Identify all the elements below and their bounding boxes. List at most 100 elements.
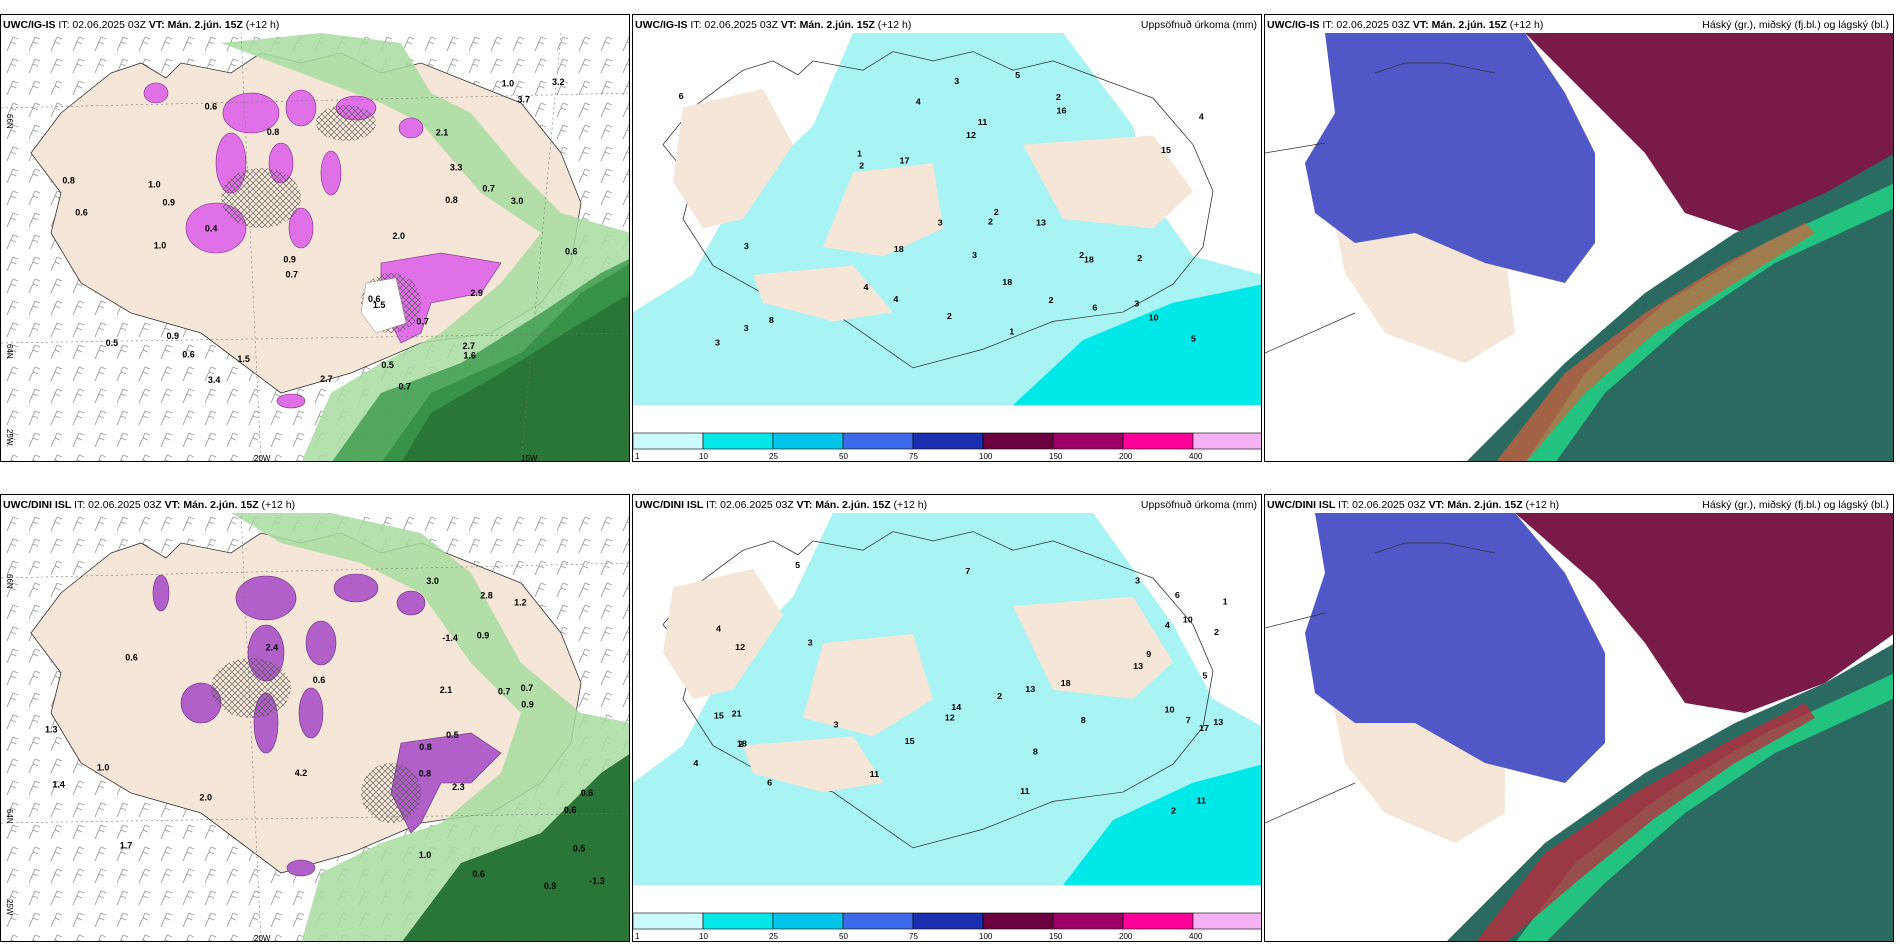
map-value-label: 0.6 xyxy=(75,208,88,218)
iceland-landmass xyxy=(662,531,1214,849)
ocean-white-blob xyxy=(360,277,407,334)
colorbar-swatch xyxy=(982,912,1054,930)
map-value-label: 3 xyxy=(834,720,839,730)
map-value-label: 11 xyxy=(978,117,988,127)
map-value-label: 3 xyxy=(1134,299,1139,309)
map-value-label: 1.0 xyxy=(148,180,161,190)
colorbar-swatch xyxy=(1192,912,1261,930)
map-value-label: 18 xyxy=(1084,255,1094,265)
map-value-label: 0.5 xyxy=(573,843,586,853)
high-cloud-dark xyxy=(1525,33,1893,233)
map-value-label: 2 xyxy=(1214,627,1219,637)
colorbar-swatch xyxy=(1192,432,1261,450)
colorbar-tick-label: 50 xyxy=(839,932,848,941)
map-value-label: 0.6 xyxy=(313,675,326,685)
low-cloud-blue xyxy=(1305,33,1595,283)
colorbar-tick-label: 100 xyxy=(979,932,993,941)
map-value-label: 17 xyxy=(899,156,909,166)
map-value-label: 1.6 xyxy=(463,351,476,361)
lat-label-64n: 64N xyxy=(5,344,14,359)
dry-land-patches xyxy=(673,88,1193,322)
panel-subtitle: Uppsöfnuð úrkoma (mm) xyxy=(1140,19,1257,31)
map-value-label: 0.9 xyxy=(477,631,490,641)
map-value-label: 21 xyxy=(732,709,742,719)
map-value-label: -1.3 xyxy=(589,876,605,886)
map-value-label: 4 xyxy=(1165,621,1170,631)
map-value-label: 0.6 xyxy=(125,653,138,663)
map-value-label: 1 xyxy=(1009,327,1014,337)
map-value-label: 0.6 xyxy=(564,805,577,815)
map-value-label: 2.0 xyxy=(200,793,213,803)
colorbar-swatch xyxy=(702,432,774,450)
map-value-label: 2 xyxy=(1137,253,1142,263)
colorbar-swatch xyxy=(842,912,914,930)
map-value-label: 12 xyxy=(945,713,955,723)
coast-lines xyxy=(1265,542,1496,824)
colorbar-swatch xyxy=(1052,432,1124,450)
lon-label-25w: 25W xyxy=(5,899,14,916)
dark-green-area xyxy=(402,754,629,941)
panel-title: UWC/DINI ISL IT: 02.06.2025 03Z VT: Mán.… xyxy=(1267,499,1560,511)
map-value-label: 0.7 xyxy=(286,269,299,279)
colorbar-tick-label: 150 xyxy=(1049,932,1063,941)
map-value-label: 0.5 xyxy=(381,360,394,370)
lat-label-66n: 66N xyxy=(5,114,14,129)
green-precip-area xyxy=(231,513,629,941)
map-value-label: 15 xyxy=(905,736,915,746)
map-value-label: 1 xyxy=(1223,597,1228,607)
map-value-label: 6 xyxy=(679,91,684,101)
map-value-label: 4 xyxy=(916,97,921,107)
map-value-label: 0.8 xyxy=(62,175,75,185)
map-value-label: 0.9 xyxy=(544,881,557,891)
map-value-label: 15 xyxy=(1161,145,1171,155)
map-value-label: 7 xyxy=(1186,715,1191,725)
map-value-label: 4 xyxy=(1199,112,1204,122)
map-value-label: 2 xyxy=(1056,93,1061,103)
low-cloud-blue xyxy=(1305,513,1605,783)
lat-label-64n: 64N xyxy=(5,809,14,824)
colorbar-tick-label: 200 xyxy=(1119,452,1133,461)
colorbar-swatch xyxy=(1052,912,1124,930)
map-value-label: 2.9 xyxy=(470,288,483,298)
map-value-label: 2 xyxy=(1079,250,1084,260)
map-value-label: 0.7 xyxy=(498,687,511,697)
map-value-label: 0.6 xyxy=(581,788,594,798)
map-value-label: 0.7 xyxy=(398,382,411,392)
map-value-label: 6 xyxy=(1175,590,1180,600)
map-value-label: 0.6 xyxy=(182,349,195,359)
map-value-label: 0.4 xyxy=(205,224,218,234)
colorbar-swatch xyxy=(982,432,1054,450)
map-value-label: 2.1 xyxy=(440,685,453,695)
map-precip-type: 66N 64N 20W 15W 25W 0.70.60.91.0 0.70.50.… xyxy=(1,33,629,462)
lon-label-15w: 15W xyxy=(521,454,538,462)
map-value-label: 0.7 xyxy=(482,184,495,194)
map-value-label: 7 xyxy=(965,566,970,576)
panel-title: UWC/IG-IS IT: 02.06.2025 03Z VT: Mán. 2.… xyxy=(1267,19,1544,31)
panel-dini-precip-accum: UWC/DINI ISL IT: 02.06.2025 03Z VT: Mán.… xyxy=(632,494,1262,942)
colorbar-tick-label: 400 xyxy=(1189,452,1203,461)
map-value-label: 2 xyxy=(994,207,999,217)
colorbar-tick-label: 25 xyxy=(769,452,778,461)
map-value-label: 2 xyxy=(1048,295,1053,305)
colorbar-swatch xyxy=(702,912,774,930)
map-value-label: 3.0 xyxy=(426,576,439,586)
map-value-label: 0.8 xyxy=(267,127,280,137)
map-value-label: 0.8 xyxy=(445,195,458,205)
red-edge xyxy=(1476,703,1815,941)
map-value-label: 5 xyxy=(1191,334,1196,344)
map-value-label: 0.7 xyxy=(521,683,534,693)
panel-title: UWC/IG-IS IT: 02.06.2025 03Z VT: Mán. 2.… xyxy=(635,19,912,31)
map-value-label: 6 xyxy=(1092,303,1097,313)
map-value-label: 3.4 xyxy=(208,375,221,385)
lat-label-66n: 66N xyxy=(5,574,14,589)
colorbar-swatch xyxy=(912,912,984,930)
map-value-label: 1.5 xyxy=(237,354,250,364)
mid-green-band xyxy=(332,259,629,461)
map-value-label: 4 xyxy=(693,758,698,768)
map-value-label: 13 xyxy=(1213,717,1223,727)
map-value-label: 0.9 xyxy=(283,254,296,264)
map-value-label: 3 xyxy=(715,338,720,348)
green-edge xyxy=(1526,183,1893,461)
